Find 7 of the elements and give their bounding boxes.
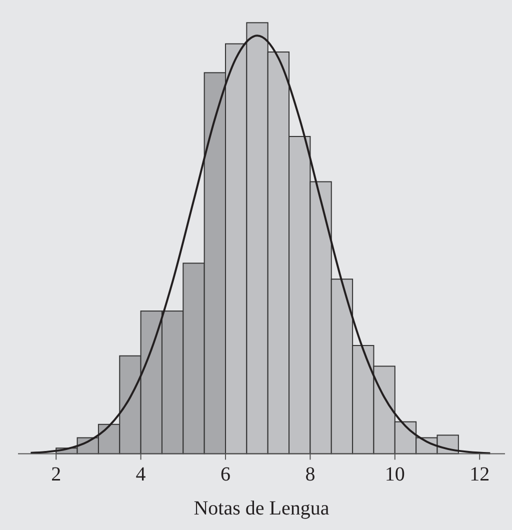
x-tick-label: 8 [305, 464, 316, 486]
x-tick-label: 12 [470, 464, 490, 486]
x-tick-label: 6 [220, 464, 231, 486]
x-tick-label: 2 [51, 464, 62, 486]
x-tick-label: 4 [136, 464, 146, 486]
x-axis-title: Notas de Lengua [194, 498, 330, 520]
x-tick-label: 10 [384, 464, 405, 486]
